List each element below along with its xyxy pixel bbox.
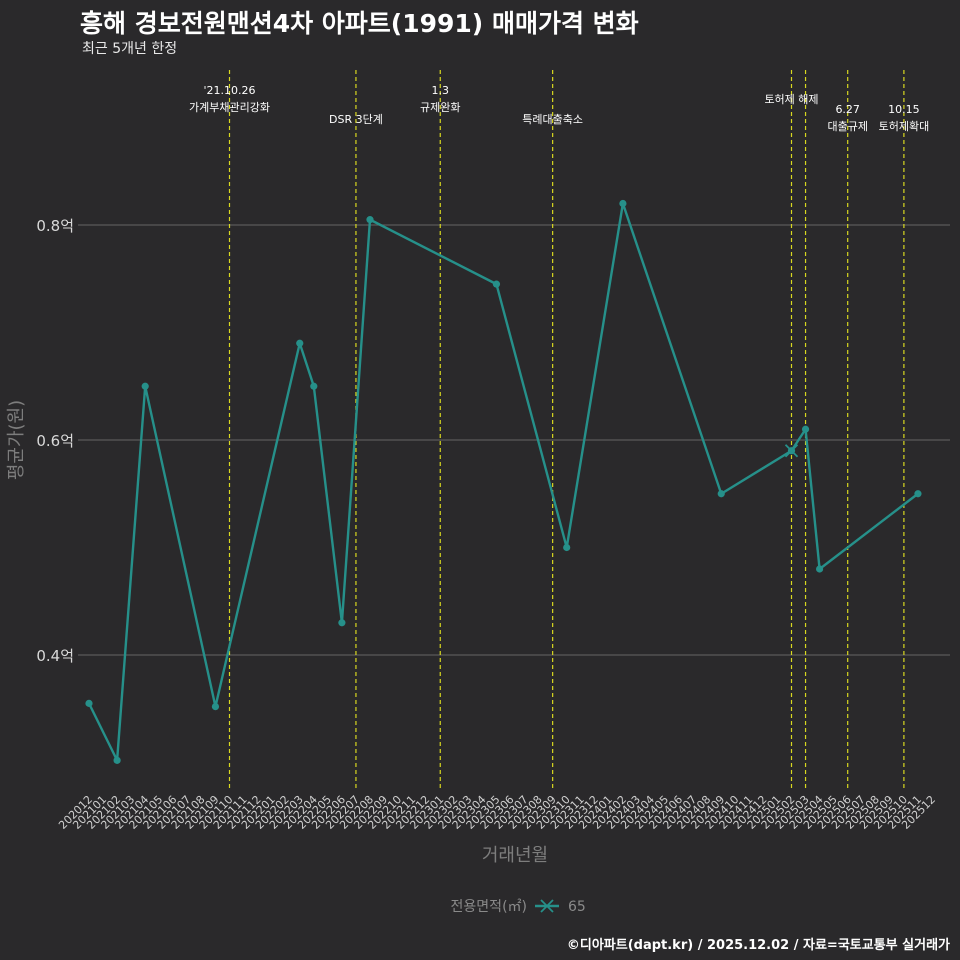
data-point: [310, 382, 318, 390]
chart-title: 흥해 경보전원맨션4차 아파트(1991) 매매가격 변화: [80, 9, 639, 38]
event-label: 6.27: [835, 103, 860, 116]
legend-title: 전용면적(㎡): [451, 899, 527, 915]
event-label: 대출규제: [827, 120, 867, 133]
data-point: [366, 216, 374, 224]
y-tick-label: 0.8억: [36, 217, 74, 235]
y-axis-title: 평균가(원): [6, 400, 27, 480]
data-point: [141, 382, 149, 390]
chart-subtitle: 최근 5개년 한정: [82, 41, 178, 57]
x-marker: [784, 444, 799, 458]
event-label: 가계부채관리강화: [189, 101, 270, 114]
legend-label: 65: [568, 899, 586, 915]
event-label: 특례대출축소: [522, 113, 583, 126]
data-point: [563, 543, 571, 552]
data-point: [113, 756, 121, 764]
y-tick-label: 0.6억: [36, 432, 74, 450]
data-point: [338, 619, 346, 627]
event-label: 10.15: [888, 103, 920, 116]
data-point: [85, 699, 93, 707]
y-tick-label: 0.4억: [36, 647, 74, 665]
event-label: DSR 3단계: [329, 113, 383, 126]
event-label: 토허제 해제: [764, 92, 818, 106]
data-point: [211, 703, 220, 711]
series-line-65: [87, 202, 919, 762]
data-point: [816, 565, 824, 573]
event-label: 1.3: [432, 84, 450, 97]
data-point: [801, 425, 810, 433]
data-point: [492, 280, 501, 288]
x-axis-title: 거래년월: [482, 845, 548, 866]
event-label: '21.10.26: [203, 84, 255, 97]
data-point: [619, 199, 627, 208]
source-caption: ©디아파트(dapt.kr) / 2025.12.02 / 자료=국토교통부 실…: [566, 938, 950, 953]
legend-marker: [540, 899, 554, 913]
data-point: [914, 490, 922, 498]
data-point: [717, 490, 725, 498]
event-label: 토허제확대: [879, 120, 930, 133]
data-point: [296, 339, 304, 347]
event-label: 규제완화: [420, 101, 460, 114]
